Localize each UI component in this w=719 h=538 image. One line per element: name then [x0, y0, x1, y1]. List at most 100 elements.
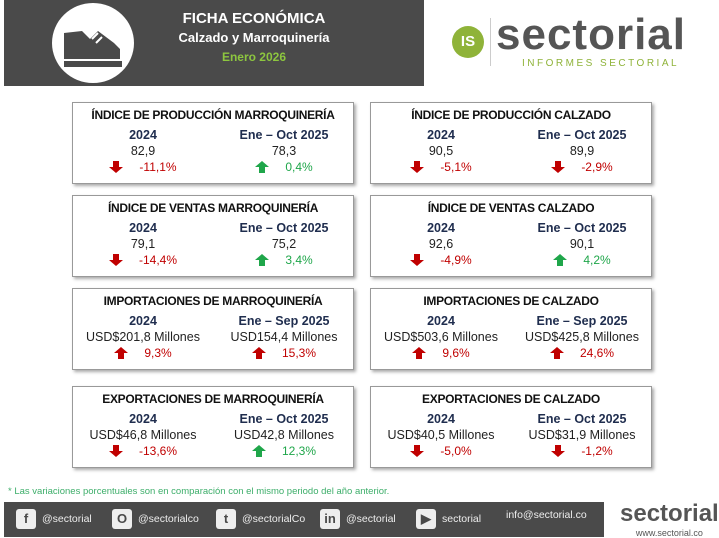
indicator-value: USD$503,6 Millones	[384, 330, 498, 344]
change-percent: -13,6%	[138, 444, 178, 458]
period-label: Ene – Oct 2025	[239, 128, 329, 142]
indicator-value: USD$425,8 Millones	[525, 330, 639, 344]
arrow-down-icon	[109, 161, 124, 173]
indicator-card: ÍNDICE DE PRODUCCIÓN CALZADO 2024 90,5 -…	[370, 102, 652, 184]
change-percent: 24,6%	[579, 346, 615, 360]
change-percent: -5,1%	[440, 160, 472, 174]
change-percent: 12,3%	[281, 444, 317, 458]
footer-link-label: info@sectorial.co	[506, 509, 587, 521]
indicator-value: USD42,8 Millones	[233, 428, 335, 442]
indicator-value: 89,9	[569, 144, 595, 158]
footer-link[interactable]: info@sectorial.co	[506, 509, 587, 521]
change-percent: 9,3%	[144, 346, 172, 360]
arrow-down-icon	[551, 445, 566, 457]
period-label: Ene – Oct 2025	[537, 412, 627, 426]
footer-link[interactable]: f @sectorial	[16, 509, 92, 529]
footnote: * Las variaciones porcentuales son en co…	[8, 486, 390, 497]
card-column: Ene – Sep 2025 USD154,4 Millones 15,3%	[214, 314, 354, 360]
arrow-up-icon	[412, 347, 427, 359]
period-label: Ene – Oct 2025	[239, 221, 329, 235]
change-percent: -14,4%	[138, 253, 178, 267]
header-subtitle: Calzado y Marroquinería	[178, 30, 330, 45]
footer-brand: sectorial	[620, 500, 719, 527]
indicator-value: 90,1	[569, 237, 595, 251]
change-percent: 15,3%	[281, 346, 317, 360]
period-label: 2024	[427, 412, 455, 426]
facebook-icon: f	[16, 509, 36, 529]
card-column: 2024 82,9 -11,1%	[73, 128, 213, 174]
logo-tagline: INFORMES SECTORIAL	[522, 58, 680, 69]
footer-link-label: @sectorial	[42, 513, 92, 525]
change-percent: 3,4%	[285, 253, 313, 267]
arrow-up-icon	[251, 347, 266, 359]
period-label: Ene – Oct 2025	[239, 412, 329, 426]
card-column: Ene – Oct 2025 90,1 4,2%	[512, 221, 652, 267]
footer-link-label: @sectorial	[346, 513, 396, 525]
indicator-card: EXPORTACIONES DE CALZADO 2024 USD$40,5 M…	[370, 386, 652, 468]
change-percent: -1,2%	[581, 444, 613, 458]
change-percent: -11,1%	[139, 160, 177, 174]
card-column: Ene – Sep 2025 USD$425,8 Millones 24,6%	[512, 314, 652, 360]
youtube-icon: ▶	[416, 509, 436, 529]
period-label: 2024	[129, 128, 157, 142]
indicator-card: ÍNDICE DE VENTAS CALZADO 2024 92,6 -4,9%…	[370, 195, 652, 277]
indicator-card: EXPORTACIONES DE MARROQUINERÍA 2024 USD$…	[72, 386, 354, 468]
header-date: Enero 2026	[221, 50, 287, 64]
card-column: 2024 USD$40,5 Millones -5,0%	[371, 412, 511, 458]
footer-link-label: sectorial	[442, 513, 482, 525]
shoe-icon	[52, 3, 134, 83]
logo-divider	[490, 18, 491, 66]
footer-link[interactable]: ▶ sectorial	[416, 509, 481, 529]
card-column: 2024 79,1 -14,4%	[73, 221, 213, 267]
period-label: 2024	[129, 412, 157, 426]
logo-brand: sectorial	[496, 10, 686, 59]
footer-link-label: @sectorialco	[138, 513, 199, 525]
linkedin-icon: in	[320, 509, 340, 529]
card-title: IMPORTACIONES DE CALZADO	[423, 294, 599, 308]
card-column: Ene – Oct 2025 USD$31,9 Millones -1,2%	[512, 412, 652, 458]
is-badge: IS	[452, 26, 484, 58]
indicator-card: IMPORTACIONES DE MARROQUINERÍA 2024 USD$…	[72, 288, 354, 370]
footer-link-label: @sectorialCo	[242, 513, 306, 525]
card-title: ÍNDICE DE PRODUCCIÓN MARROQUINERÍA	[91, 108, 335, 122]
card-column: Ene – Oct 2025 78,3 0,4%	[214, 128, 354, 174]
card-title: EXPORTACIONES DE CALZADO	[422, 392, 600, 406]
footer-link[interactable]: in @sectorial	[320, 509, 396, 529]
indicator-value: 75,2	[271, 237, 297, 251]
arrow-down-icon	[108, 254, 123, 266]
change-percent: -5,0%	[440, 444, 472, 458]
change-percent: -2,9%	[581, 160, 613, 174]
indicator-card: ÍNDICE DE VENTAS MARROQUINERÍA 2024 79,1…	[72, 195, 354, 277]
period-label: 2024	[129, 314, 157, 328]
footer-url: www.sectorial.co	[635, 528, 703, 538]
card-column: 2024 USD$201,8 Millones 9,3%	[73, 314, 213, 360]
change-percent: 4,2%	[583, 253, 611, 267]
card-column: Ene – Oct 2025 89,9 -2,9%	[512, 128, 652, 174]
period-label: Ene – Sep 2025	[238, 314, 330, 328]
period-label: Ene – Oct 2025	[537, 128, 627, 142]
arrow-up-icon	[549, 347, 564, 359]
arrow-up-icon	[255, 254, 270, 266]
change-percent: -4,9%	[440, 253, 472, 267]
card-column: Ene – Oct 2025 USD42,8 Millones 12,3%	[214, 412, 354, 458]
indicator-value: 92,6	[428, 237, 454, 251]
indicator-value: USD$40,5 Millones	[387, 428, 495, 442]
period-label: 2024	[427, 314, 455, 328]
arrow-up-icon	[255, 161, 270, 173]
arrow-down-icon	[410, 161, 425, 173]
card-column: 2024 USD$46,8 Millones -13,6%	[73, 412, 213, 458]
header-title: FICHA ECONÓMICA	[182, 10, 326, 27]
indicator-value: USD$31,9 Millones	[528, 428, 636, 442]
footer-logo: sectorial www.sectorial.co	[620, 500, 719, 538]
indicator-value: 90,5	[428, 144, 454, 158]
change-percent: 9,6%	[442, 346, 470, 360]
indicator-value: USD154,4 Millones	[230, 330, 338, 344]
header-banner: FICHA ECONÓMICA Calzado y Marroquinería …	[4, 0, 424, 86]
footer-link[interactable]: t @sectorialCo	[216, 509, 305, 529]
footer-link[interactable]: O @sectorialco	[112, 509, 199, 529]
arrow-down-icon	[410, 254, 425, 266]
card-column: 2024 90,5 -5,1%	[371, 128, 511, 174]
arrow-down-icon	[108, 445, 123, 457]
period-label: 2024	[427, 221, 455, 235]
period-label: Ene – Oct 2025	[537, 221, 627, 235]
